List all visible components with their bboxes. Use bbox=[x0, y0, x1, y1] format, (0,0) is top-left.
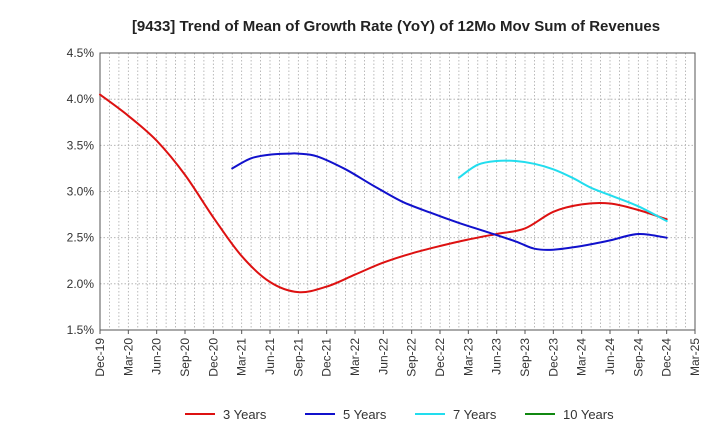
series-line-5-years bbox=[231, 152, 668, 251]
legend-label: 10 Years bbox=[563, 407, 614, 422]
legend-label: 7 Years bbox=[453, 407, 497, 422]
legend-label: 3 Years bbox=[223, 407, 267, 422]
y-tick-label: 2.0% bbox=[67, 277, 95, 291]
x-tick-label: Jun-21 bbox=[263, 338, 277, 375]
chart-title: [9433] Trend of Mean of Growth Rate (YoY… bbox=[132, 18, 660, 35]
y-tick-label: 3.5% bbox=[67, 138, 95, 152]
x-tick-label: Sep-23 bbox=[518, 338, 532, 377]
x-tick-label: Dec-22 bbox=[433, 338, 447, 377]
x-tick-label: Dec-19 bbox=[93, 338, 107, 377]
x-tick-label: Jun-20 bbox=[150, 338, 164, 375]
axes: 1.5% 2.0% 2.5% 3.0% 3.5% 4.0% 4.5% Dec-19 Mar-20… bbox=[67, 46, 702, 377]
x-tick-label: Dec-20 bbox=[206, 338, 220, 377]
x-tick-label: Sep-20 bbox=[178, 338, 192, 377]
y-tick-label: 2.5% bbox=[67, 231, 95, 245]
x-tick-label: Sep-24 bbox=[631, 338, 645, 377]
x-tick-label: Sep-21 bbox=[291, 338, 305, 377]
legend: 3 Years 5 Years 7 Years 10 Years bbox=[185, 407, 614, 422]
plot-area bbox=[99, 52, 696, 331]
y-tick-label: 4.0% bbox=[67, 92, 95, 106]
x-tick-label: Mar-20 bbox=[121, 338, 135, 376]
series-line-7-years bbox=[457, 159, 668, 222]
x-tick-label: Mar-22 bbox=[348, 338, 362, 376]
x-tick-label: Jun-22 bbox=[376, 338, 390, 375]
x-tick-label: Sep-22 bbox=[405, 338, 419, 377]
series-line-3-years bbox=[99, 93, 668, 294]
x-tick-label: Dec-23 bbox=[546, 338, 560, 377]
x-tick-label: Jun-23 bbox=[490, 338, 504, 375]
x-tick-label: Mar-23 bbox=[461, 338, 475, 376]
y-tick-label: 4.5% bbox=[67, 46, 95, 60]
series-layer bbox=[99, 93, 668, 294]
x-tick-label: Jun-24 bbox=[603, 338, 617, 375]
grid bbox=[99, 52, 696, 331]
x-tick-label: Dec-24 bbox=[660, 338, 674, 377]
legend-label: 5 Years bbox=[343, 407, 387, 422]
y-tick-label: 3.0% bbox=[67, 185, 95, 199]
x-tick-label: Mar-24 bbox=[575, 338, 589, 376]
x-tick-label: Mar-25 bbox=[688, 338, 702, 376]
x-tick-label: Mar-21 bbox=[235, 338, 249, 376]
x-tick-label: Dec-21 bbox=[320, 338, 334, 377]
y-tick-label: 1.5% bbox=[67, 323, 95, 337]
